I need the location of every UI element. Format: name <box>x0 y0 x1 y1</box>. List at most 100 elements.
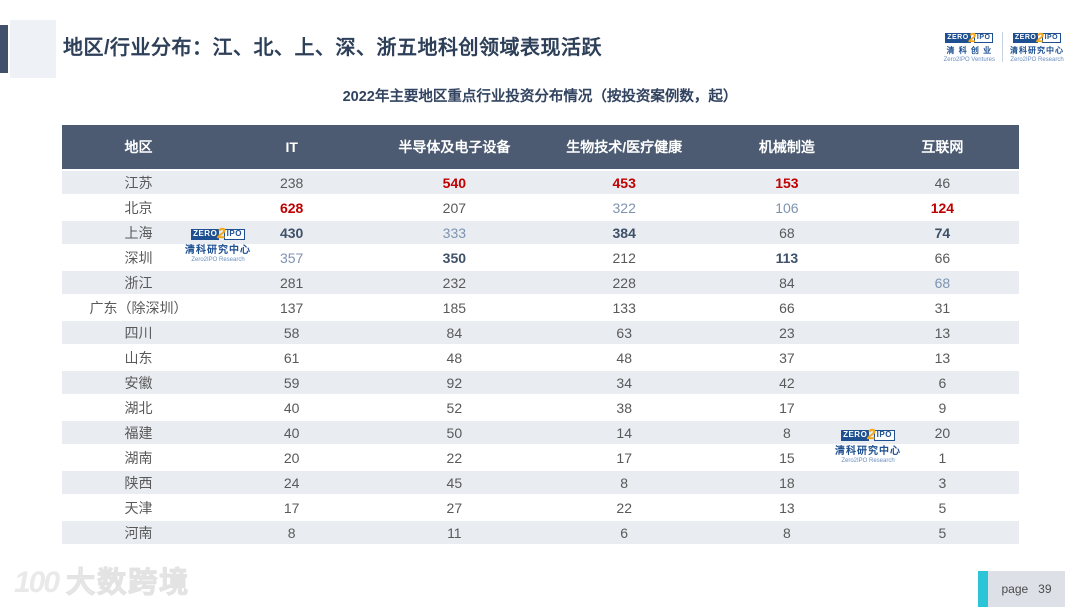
value-cell: 133 <box>540 296 708 319</box>
table-row: 湖北 40 52 38 17 9 <box>62 396 1019 419</box>
logo-en-label: Zero2IPO Ventures <box>943 57 995 64</box>
value-cell: 17 <box>540 446 708 469</box>
region-cell: 天津 <box>62 496 216 519</box>
region-cell: 湖北 <box>62 396 216 419</box>
value-cell: 207 <box>368 196 541 219</box>
value-cell: 61 <box>215 346 369 369</box>
value-cell: 13 <box>707 496 866 519</box>
value-cell: 357 <box>215 246 369 269</box>
zero2ipo-logo-icon: ZERO 2 IPO <box>191 225 245 243</box>
value-cell: 281 <box>215 271 369 294</box>
dashu-brand-watermark: 100 大数跨境 <box>14 568 190 599</box>
logo-en-label: Zero2IPO Research <box>191 256 245 263</box>
region-cell: 福建 <box>62 421 216 444</box>
logo-ipo: IPO <box>873 429 895 441</box>
logo-zero: ZERO <box>945 33 971 43</box>
column-header-semiconductor: 半导体及电子设备 <box>368 125 541 169</box>
value-cell: 46 <box>865 171 1019 194</box>
value-cell: 5 <box>865 521 1019 544</box>
zero2ipo-research-watermark: ZERO 2 IPO 清科研究中心 Zero2IPO Research <box>835 426 901 464</box>
value-cell: 66 <box>865 246 1019 269</box>
logo-cn-label: 清科研究中心 <box>185 244 251 256</box>
region-cell: 上海 <box>62 221 216 244</box>
header-logos: ZERO 2 IPO 清 科 创 业 Zero2IPO Ventures ZERO 2… <box>943 30 1064 64</box>
investment-table-wrap: 地区 IT 半导体及电子设备 生物技术/医疗健康 机械制造 互联网 江苏 238 5… <box>62 123 1019 546</box>
value-cell: 24 <box>215 471 369 494</box>
table-row: 四川 58 84 63 23 13 <box>62 321 1019 344</box>
value-cell: 11 <box>368 521 541 544</box>
column-header-machinery: 机械制造 <box>707 125 866 169</box>
value-cell: 34 <box>540 371 708 394</box>
region-cell: 浙江 <box>62 271 216 294</box>
logo-zero: ZERO <box>841 429 870 441</box>
zero2ipo-research-logo: ZERO 2 IPO 清科研究中心 Zero2IPO Research <box>1010 30 1064 64</box>
value-cell: 333 <box>368 221 541 244</box>
table-header-row: 地区 IT 半导体及电子设备 生物技术/医疗健康 机械制造 互联网 <box>62 125 1019 169</box>
value-cell: 1 <box>865 446 1019 469</box>
value-cell: 628 <box>215 196 369 219</box>
value-cell: 17 <box>707 396 866 419</box>
region-cell: 北京 <box>62 196 216 219</box>
table-row: 河南 8 11 6 8 5 <box>62 521 1019 544</box>
value-cell: 68 <box>865 271 1019 294</box>
value-cell: 38 <box>540 396 708 419</box>
value-cell: 384 <box>540 221 708 244</box>
logo-cn-label: 清科研究中心 <box>835 445 901 457</box>
column-header-biotech: 生物技术/医疗健康 <box>540 125 708 169</box>
value-cell: 45 <box>368 471 541 494</box>
page-indicator: page 39 <box>978 571 1065 607</box>
column-header-it: IT <box>215 125 369 169</box>
table-row: 上海 430 333 384 68 74 <box>62 221 1019 244</box>
investment-table: 地区 IT 半导体及电子设备 生物技术/医疗健康 机械制造 互联网 江苏 238 5… <box>62 123 1019 546</box>
value-cell: 9 <box>865 396 1019 419</box>
value-cell: 430 <box>215 221 369 244</box>
page-label: page <box>1001 582 1029 596</box>
value-cell: 58 <box>215 321 369 344</box>
value-cell: 124 <box>865 196 1019 219</box>
region-cell: 深圳 <box>62 246 216 269</box>
value-cell: 6 <box>865 371 1019 394</box>
value-cell: 31 <box>865 296 1019 319</box>
zero2ipo-logo-icon: ZERO 2 IPO <box>1012 30 1062 45</box>
logo-two: 2 <box>1036 30 1044 45</box>
value-cell: 113 <box>707 246 866 269</box>
table-title: 2022年主要地区重点行业投资分布情况（按投资案例数，起） <box>342 89 738 105</box>
region-cell: 山东 <box>62 346 216 369</box>
value-cell: 84 <box>368 321 541 344</box>
logo-ipo: IPO <box>973 33 994 43</box>
value-cell: 48 <box>368 346 541 369</box>
page-number: 39 <box>1038 582 1052 596</box>
logo-en-label: Zero2IPO Research <box>841 457 895 464</box>
value-cell: 185 <box>368 296 541 319</box>
value-cell: 42 <box>707 371 866 394</box>
table-row: 江苏 238 540 453 153 46 <box>62 171 1019 194</box>
value-cell: 22 <box>368 446 541 469</box>
value-cell: 15 <box>707 446 866 469</box>
value-cell: 6 <box>540 521 708 544</box>
value-cell: 52 <box>368 396 541 419</box>
value-cell: 50 <box>368 421 541 444</box>
value-cell: 228 <box>540 271 708 294</box>
value-cell: 212 <box>540 246 708 269</box>
logo-two: 2 <box>968 30 976 45</box>
title-accent-box <box>10 20 56 78</box>
region-cell: 湖南 <box>62 446 216 469</box>
value-cell: 238 <box>215 171 369 194</box>
logo-cn-label: 清 科 创 业 <box>946 46 993 56</box>
value-cell: 20 <box>215 446 369 469</box>
logo-ipo: IPO <box>1041 33 1062 43</box>
value-cell: 84 <box>707 271 866 294</box>
value-cell: 3 <box>865 471 1019 494</box>
value-cell: 14 <box>540 421 708 444</box>
region-cell: 安徽 <box>62 371 216 394</box>
value-cell: 63 <box>540 321 708 344</box>
region-cell: 广东（除深圳） <box>62 296 216 319</box>
value-cell: 5 <box>865 496 1019 519</box>
table-row: 天津 17 27 22 13 5 <box>62 496 1019 519</box>
region-cell: 四川 <box>62 321 216 344</box>
table-row: 陕西 24 45 8 18 3 <box>62 471 1019 494</box>
table-row: 浙江 281 232 228 84 68 <box>62 271 1019 294</box>
value-cell: 68 <box>707 221 866 244</box>
value-cell: 20 <box>865 421 1019 444</box>
